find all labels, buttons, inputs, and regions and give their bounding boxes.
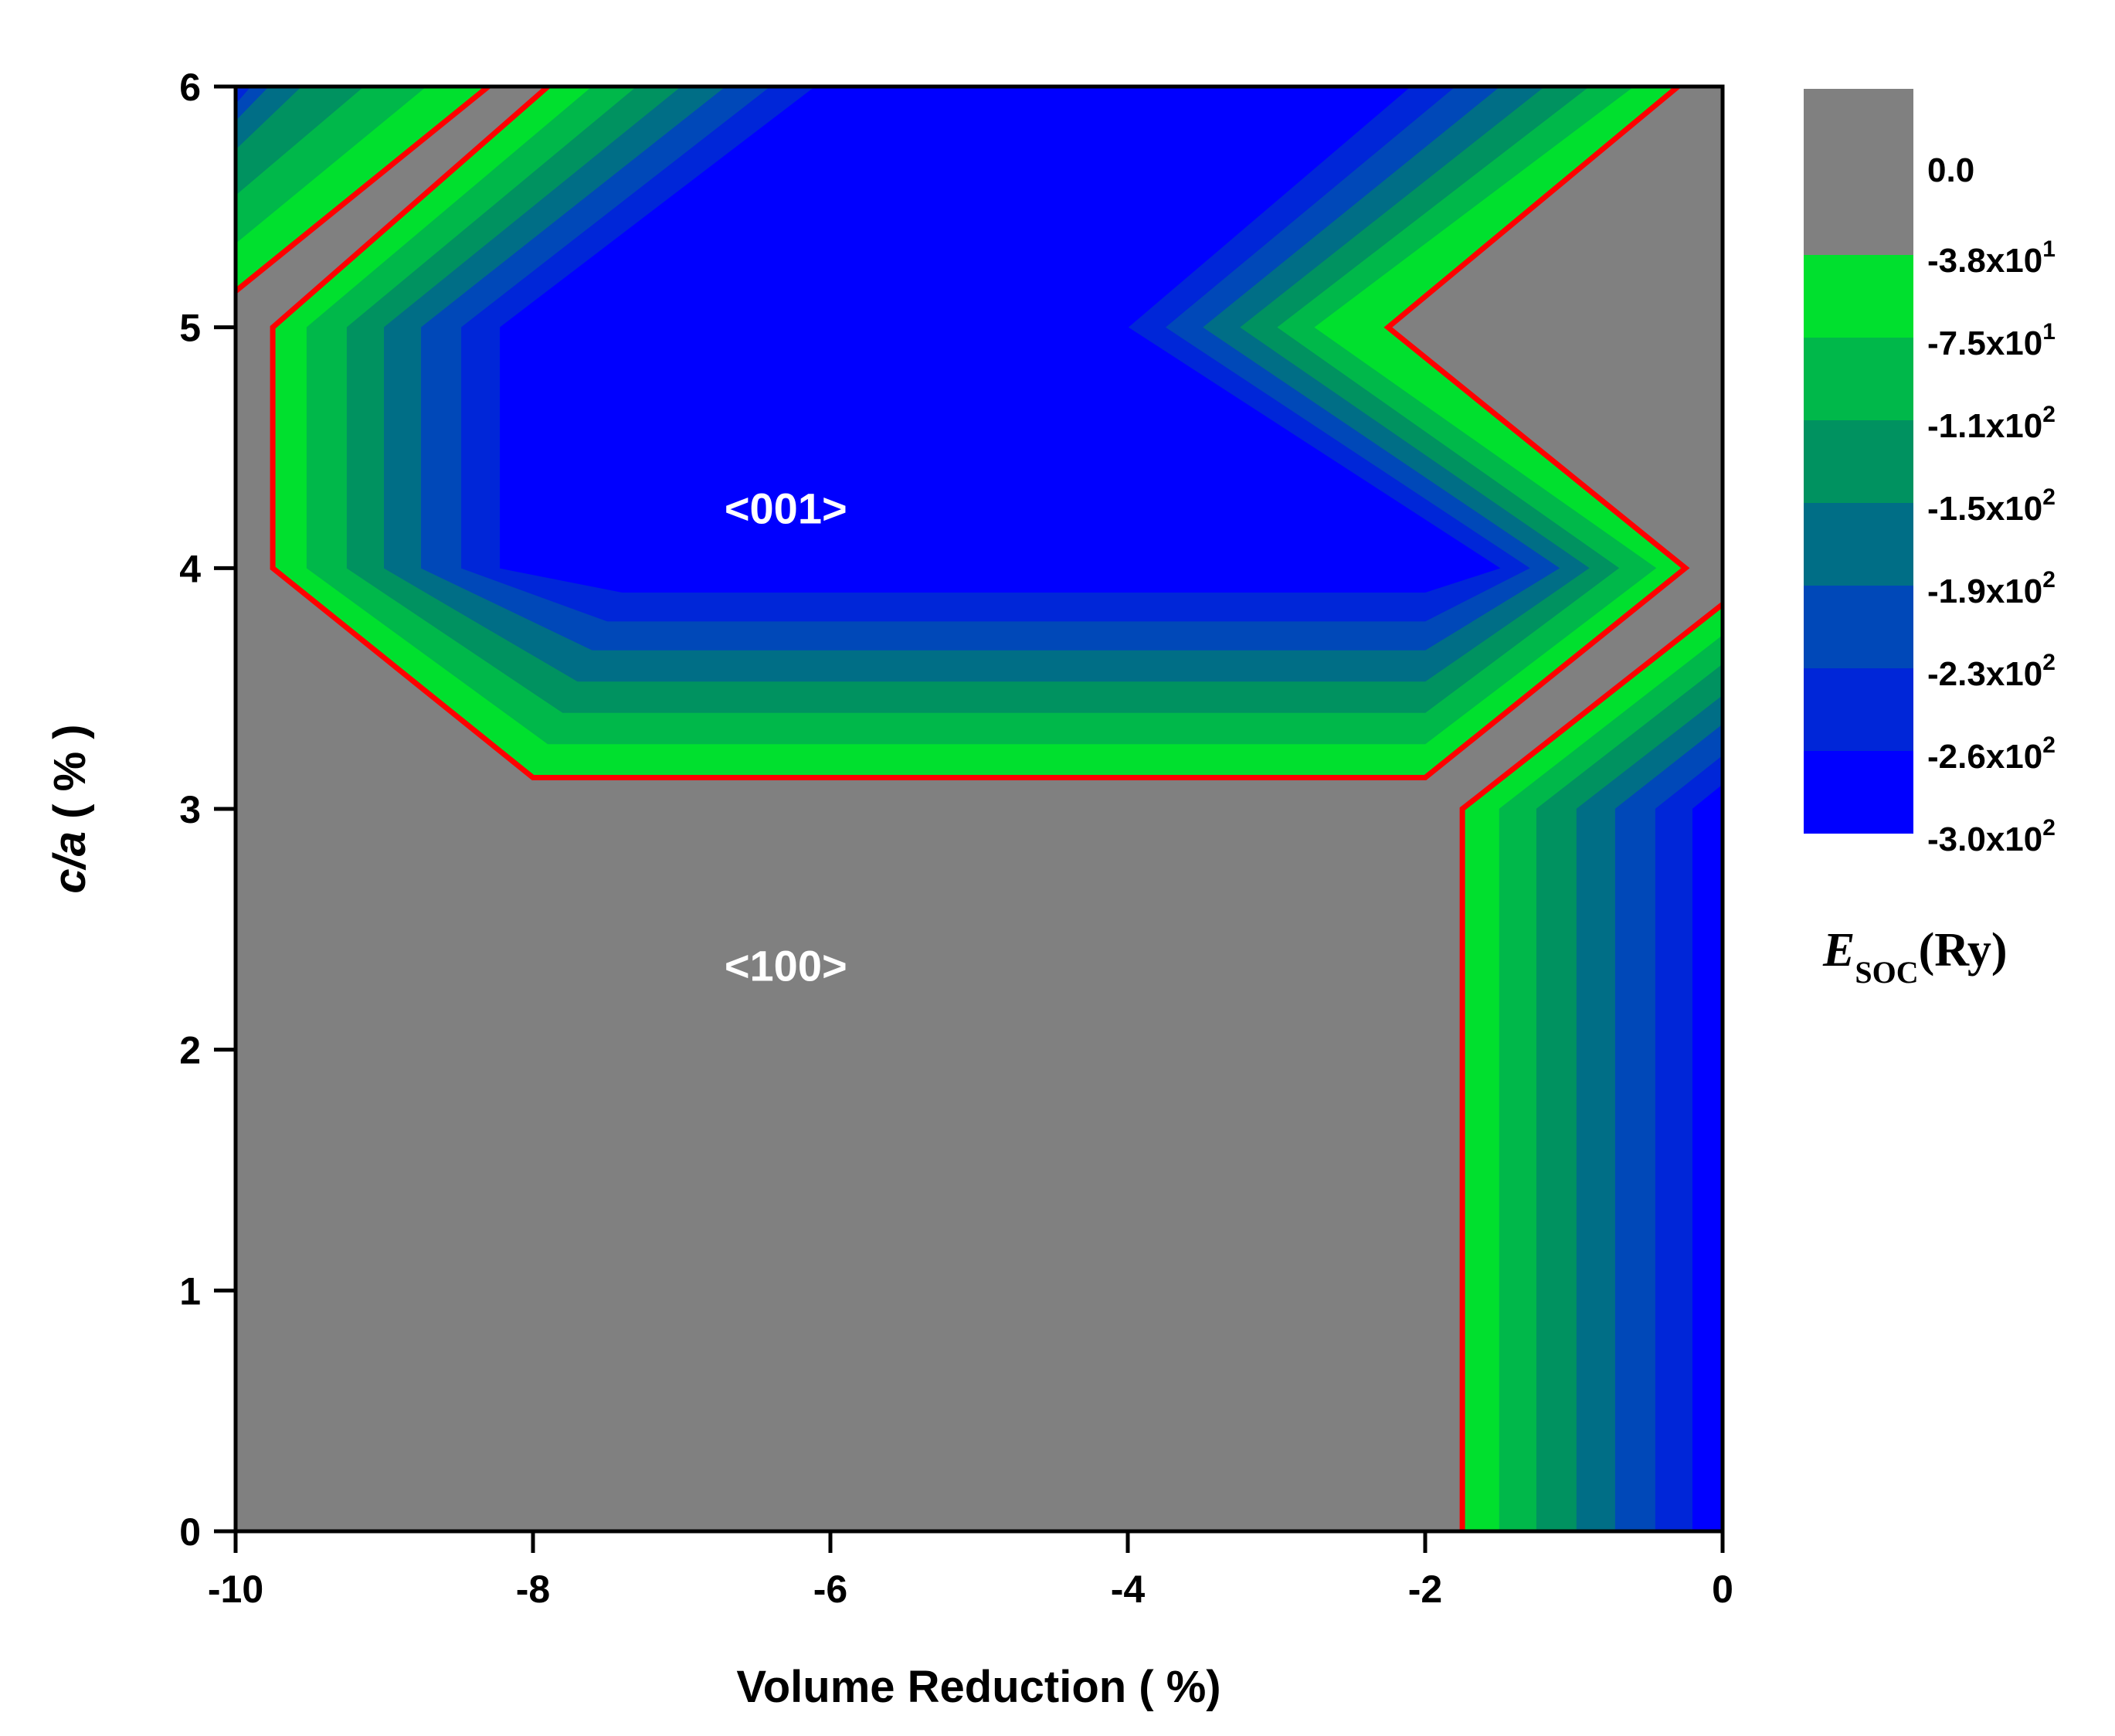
colorbar-label-exponent-2: 1 xyxy=(2042,319,2056,345)
colorbar-label-exponent-6: 2 xyxy=(2042,650,2056,675)
contour-band-5 xyxy=(236,87,251,104)
zero-contour-lines xyxy=(236,87,1723,1531)
colorbar-segment-1 xyxy=(1804,255,1913,338)
y-axis-title-italic: c/a xyxy=(45,831,95,894)
colorbar-label-exponent-1: 1 xyxy=(2042,236,2056,262)
y-tick-label-6: 6 xyxy=(179,66,201,109)
colorbar: 0.0 -3.8x101 -7.5x101 -1.1x102 -1.5x102 -1.9x… xyxy=(1804,89,2056,858)
x-axis-title: Volume Reduction ( %) xyxy=(736,1662,1220,1712)
contour-band-4 xyxy=(236,87,270,121)
y-tick-label-5: 5 xyxy=(179,307,201,350)
y-tick-label-2: 2 xyxy=(179,1029,201,1072)
region-label-1: <100> xyxy=(725,942,847,990)
colorbar-label-exponent-4: 2 xyxy=(2042,484,2056,510)
colorbar-segment-3 xyxy=(1804,420,1913,503)
colorbar-title: ESOC(Ry) xyxy=(1822,924,2008,990)
colorbar-segment-6 xyxy=(1804,668,1913,751)
contour-band-12 xyxy=(500,87,1501,593)
colorbar-segment-0 xyxy=(1804,89,1913,255)
colorbar-label-bottom-exponent: 2 xyxy=(2042,815,2056,841)
zero-contour-line-2 xyxy=(1459,602,1723,1531)
region-labels: <001> <100> xyxy=(725,484,847,990)
x-tick-label-5: 0 xyxy=(1712,1568,1733,1611)
axes: -10 -8 -6 -4 -2 0 0 1 2 3 4 5 6 xyxy=(179,66,1733,1611)
colorbar-label-2: -7.5x101 xyxy=(1927,319,2056,362)
zero-contour-line-1 xyxy=(270,87,1690,780)
colorbar-segment-2 xyxy=(1804,338,1913,420)
x-tick-label-0: -10 xyxy=(208,1568,263,1611)
x-tick-label-1: -8 xyxy=(516,1568,550,1611)
region-label-0: <001> xyxy=(725,484,847,532)
colorbar-segment-7 xyxy=(1804,751,1913,834)
zero-contour-line-0 xyxy=(236,87,491,294)
colorbar-segment-5 xyxy=(1804,586,1913,668)
y-tick-label-4: 4 xyxy=(179,547,201,590)
contour-band-19 xyxy=(1692,784,1723,1531)
colorbar-label-3: -1.1x102 xyxy=(1927,402,2056,445)
colorbar-label-exponent-3: 2 xyxy=(2042,402,2056,427)
colorbar-title-sub: SOC xyxy=(1855,955,1918,990)
colorbar-label-6: -2.3x102 xyxy=(1927,650,2056,693)
colorbar-label-7: -2.6x102 xyxy=(1927,732,2056,776)
colorbar-label-4: -1.5x102 xyxy=(1927,484,2056,528)
colorbar-title-main: E xyxy=(1822,924,1855,977)
y-axis-title: c/a ( % ) xyxy=(45,724,95,893)
y-tick-label-0: 0 xyxy=(179,1510,201,1554)
y-tick-label-3: 3 xyxy=(179,788,201,831)
colorbar-label-bottom: -3.0x102 xyxy=(1927,815,2056,858)
x-tick-label-3: -4 xyxy=(1111,1568,1146,1611)
colorbar-segment-4 xyxy=(1804,503,1913,586)
contour-fills xyxy=(236,87,1723,1531)
x-tick-label-4: -2 xyxy=(1408,1568,1442,1611)
colorbar-label-1: -3.8x101 xyxy=(1927,236,2056,280)
colorbar-label-0: 0.0 xyxy=(1927,151,1974,189)
y-tick-label-1: 1 xyxy=(179,1269,201,1313)
colorbar-label-exponent-7: 2 xyxy=(2042,732,2056,758)
y-axis-title-rest: ( % ) xyxy=(45,724,95,831)
colorbar-label-5: -1.9x102 xyxy=(1927,567,2056,610)
colorbar-label-exponent-5: 2 xyxy=(2042,567,2056,593)
colorbar-title-unit: (Ry) xyxy=(1919,924,2008,977)
x-tick-label-2: -6 xyxy=(813,1568,847,1611)
